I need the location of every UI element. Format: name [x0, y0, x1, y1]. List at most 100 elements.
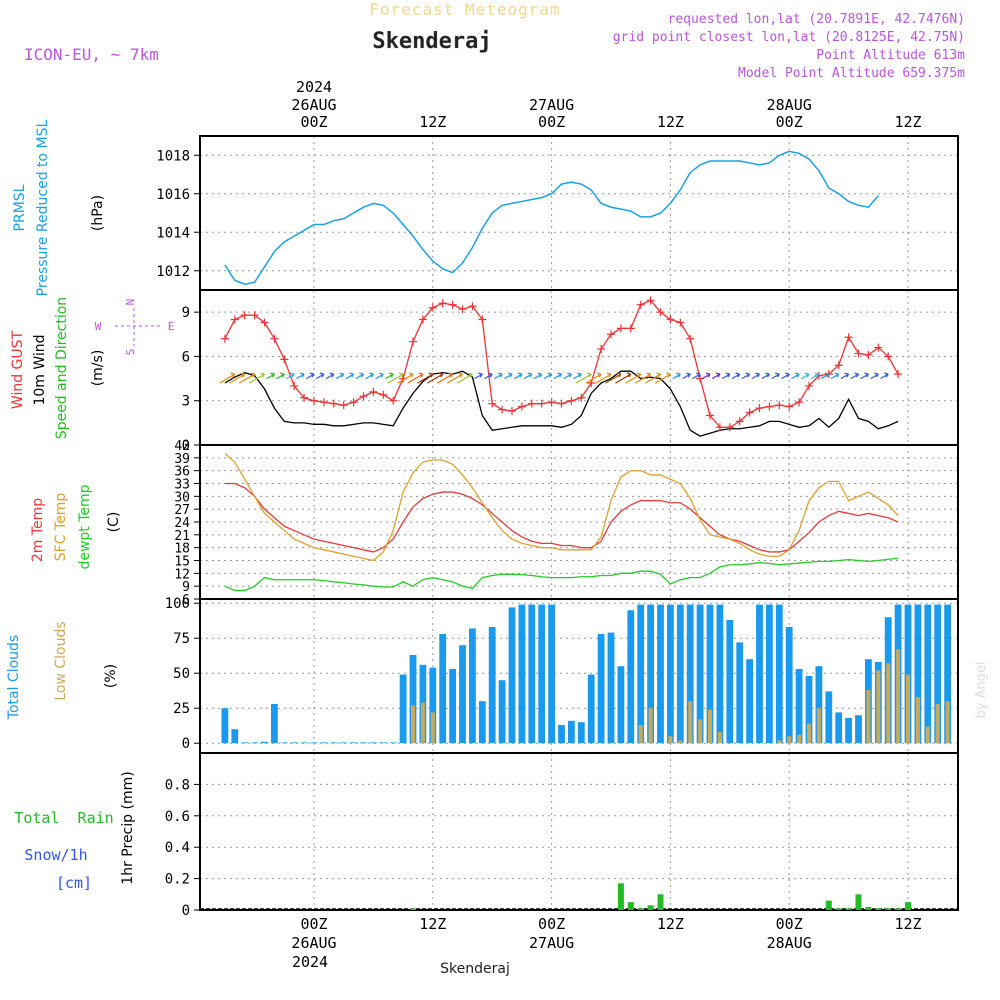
panel-frame	[199, 135, 959, 291]
wind-barb-head	[299, 372, 305, 378]
wind-barb	[385, 372, 394, 380]
wind-barb-head	[587, 372, 592, 378]
total-cloud-bar	[538, 604, 546, 744]
wind-barb	[315, 372, 325, 380]
gust-point	[418, 315, 427, 324]
low-cloud-bar	[420, 702, 425, 744]
wind-barb-shaft	[573, 373, 582, 380]
ytick-label: 3	[182, 394, 190, 410]
wind-barb	[229, 372, 246, 384]
rain-bar	[835, 908, 842, 910]
wind-dir-label: Speed and Direction	[54, 297, 70, 439]
snow-label: Snow/1h	[24, 846, 87, 864]
dew-label: dewpt Temp	[77, 484, 93, 569]
wind-barb-shaft	[484, 373, 493, 380]
wind-barb	[436, 372, 454, 384]
wind-barb	[731, 372, 741, 380]
wind-barb	[543, 372, 553, 380]
wind-barb-head	[488, 372, 493, 378]
wind-barb-head	[349, 372, 355, 378]
wind-barb-shaft	[585, 373, 602, 384]
gust-point	[735, 417, 744, 426]
gust-point	[280, 355, 289, 364]
temp-labels: 2m Temp SFC Temp dewpt Temp (C)	[30, 484, 122, 569]
low-cloud-bar	[777, 740, 782, 744]
gust-point	[745, 408, 754, 417]
wind-barb-head	[814, 372, 820, 378]
low-cloud-bar	[886, 663, 891, 744]
total-cloud-bar	[290, 742, 298, 744]
bottom-date-label: 26AUG	[291, 934, 336, 952]
total-cloud-bar	[340, 742, 348, 744]
total-cloud-bar	[617, 666, 625, 744]
gust-point	[300, 393, 309, 402]
total-cloud-bar	[488, 627, 496, 744]
bottom-year: 2024	[292, 953, 328, 971]
wind-barb-shaft	[771, 373, 780, 380]
wind-barb	[417, 372, 434, 384]
wind-barb	[345, 372, 355, 380]
compass-w: W	[95, 320, 102, 333]
model-altitude: Model Point Altitude 659.375m	[738, 66, 965, 81]
total-cloud-bar	[350, 742, 357, 744]
wind-barb	[533, 372, 543, 380]
wind-barb	[595, 372, 612, 384]
wind-barb-head	[438, 372, 444, 378]
gust-point	[250, 311, 259, 320]
wind-barb	[801, 372, 810, 380]
pressure-labels: PRMSL Pressure Reduced to MSL (hPa)	[12, 119, 106, 296]
total-cloud-bar	[379, 742, 387, 744]
wind-barb-shaft	[504, 373, 513, 380]
pressure-line	[224, 150, 879, 286]
gust-point	[557, 399, 566, 408]
low-cloud-bar	[668, 736, 673, 744]
wind-barb-shaft	[306, 373, 315, 380]
wind-barb-shaft	[494, 373, 503, 380]
total-cloud-bar	[775, 604, 783, 744]
compass-s: S	[124, 349, 137, 356]
wind-barb-shaft	[296, 373, 305, 380]
gust-point	[686, 334, 695, 343]
wind-barb	[810, 372, 820, 380]
gust-point	[785, 402, 794, 411]
footer-station: Skenderaj	[440, 961, 510, 977]
wind-barb-shaft	[266, 373, 275, 380]
point-altitude: Point Altitude 613m	[816, 48, 965, 63]
gust-point	[715, 423, 724, 432]
gust-point	[834, 361, 843, 370]
total-cloud-bar	[528, 604, 536, 744]
wind-barb-shaft	[446, 373, 463, 384]
wind-barb-shaft	[407, 373, 424, 384]
low-cloud-bar	[935, 704, 940, 744]
wind-barb-head	[834, 372, 840, 378]
top-hour-label: 12Z	[419, 113, 446, 131]
gust-point	[329, 399, 338, 408]
gust-point	[765, 402, 774, 411]
wind-barb-head	[507, 372, 513, 378]
wind-barb-shaft	[761, 373, 770, 380]
wind-barb-shaft	[721, 373, 731, 380]
rain-bar	[657, 894, 664, 910]
rain-bar	[627, 902, 634, 910]
wind-barb	[682, 372, 691, 380]
wind-barb-head	[844, 372, 850, 378]
wind-barb-shaft	[436, 373, 453, 384]
wind-barb-head	[864, 372, 869, 378]
wind-barb-head	[418, 372, 424, 378]
wind-barb-head	[379, 372, 384, 378]
top-hour-label: 00Z	[300, 113, 327, 131]
wind-barb-head	[577, 372, 582, 378]
ytick-label: 0.4	[165, 840, 190, 856]
ytick-label: 1012	[156, 264, 190, 280]
wind-barb	[644, 372, 661, 384]
wind-labels: Wind GUST 10m Wind Speed and Direction (…	[10, 297, 174, 439]
wind-barb	[286, 372, 295, 380]
total-cloud-bar	[756, 604, 763, 744]
total-cloud-bar	[587, 674, 595, 744]
top-hour-label: 12Z	[894, 113, 921, 131]
precip-labels: Total Rain Snow/1h [cm] 1hr Precip (mm)	[14, 771, 136, 892]
precip-unit: 1hr Precip (mm)	[120, 771, 136, 884]
wind-barb-head	[280, 372, 285, 378]
gust-label: Wind GUST	[10, 330, 26, 409]
